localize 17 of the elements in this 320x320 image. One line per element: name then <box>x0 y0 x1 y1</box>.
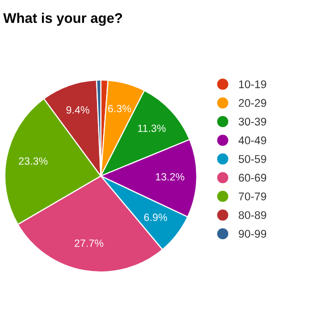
data-label: 9.4% <box>66 106 90 114</box>
legend-label: 30-39 <box>238 118 266 126</box>
data-label: 27.7% <box>74 240 104 247</box>
legend-label: 80-89 <box>238 211 266 220</box>
chart-title: What is your age? <box>3 12 122 26</box>
legend-label: 40-49 <box>238 136 266 144</box>
data-label: 11.3% <box>138 124 166 132</box>
legend-label: 60-69 <box>238 174 266 182</box>
legend-label: 50-59 <box>238 155 266 163</box>
legend-label: 70-79 <box>238 192 266 200</box>
data-label: 6.9% <box>144 214 168 221</box>
legend-label: 10-19 <box>239 80 266 88</box>
legend-label: 90-99 <box>238 230 266 238</box>
data-label: 13.2% <box>156 173 184 181</box>
data-label: 23.3% <box>18 157 48 165</box>
legend-label: 20-29 <box>238 99 266 107</box>
data-label: 6.3% <box>108 104 131 112</box>
